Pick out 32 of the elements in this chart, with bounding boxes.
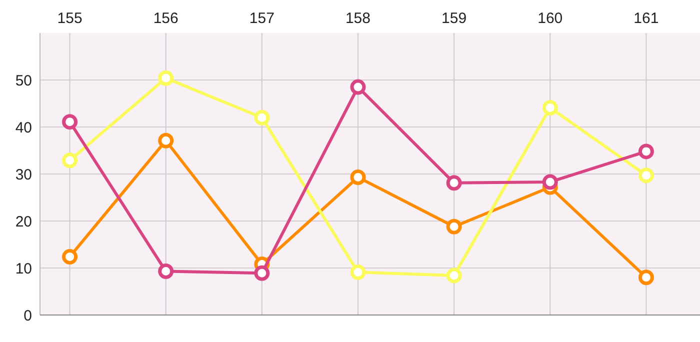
x-tick-label: 157 [249, 10, 274, 27]
point [446, 218, 462, 234]
point [350, 79, 366, 95]
point [638, 270, 654, 286]
y-tick-label: 0 [24, 307, 32, 324]
point [446, 268, 462, 284]
point [638, 144, 654, 160]
y-tick-label: 20 [15, 213, 32, 230]
point [542, 174, 558, 190]
point [62, 114, 78, 130]
point [158, 264, 174, 280]
y-tick-label: 40 [15, 119, 32, 136]
x-tick-label: 161 [634, 10, 659, 27]
x-tick-label: 160 [538, 10, 563, 27]
y-tick-label: 10 [15, 260, 32, 278]
point [254, 265, 270, 281]
x-tick-label: 158 [345, 10, 371, 27]
y-tick-label: 50 [15, 72, 32, 90]
point [254, 110, 270, 126]
point [638, 168, 654, 184]
point [62, 248, 78, 264]
point [158, 70, 174, 86]
x-tick-label: 155 [57, 10, 82, 27]
y-tick-label: 30 [15, 166, 32, 184]
point [446, 175, 462, 191]
point [350, 264, 366, 280]
point [350, 170, 366, 186]
x-tick-label: 159 [442, 10, 467, 27]
point [62, 152, 78, 168]
point [158, 132, 174, 148]
x-tick-label: 156 [153, 10, 178, 27]
point [542, 100, 558, 116]
